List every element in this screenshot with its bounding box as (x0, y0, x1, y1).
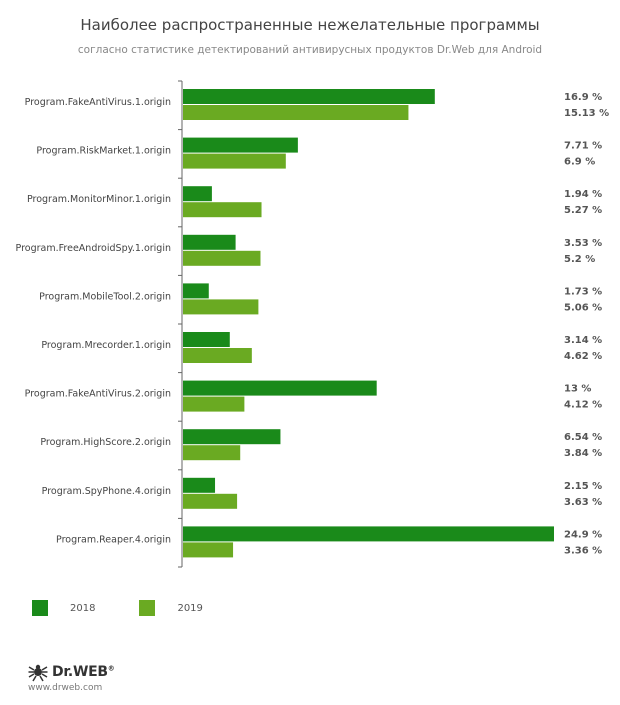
bar-2018 (183, 234, 236, 250)
value-label-2019: 5.27 % (564, 205, 602, 216)
chart-title: Наиболее распространенные нежелательные … (80, 16, 540, 34)
value-label-2019: 6.9 % (564, 157, 595, 168)
bar-2019 (183, 493, 238, 509)
bar-2019 (183, 299, 259, 315)
bar-2018 (183, 186, 212, 202)
bar-2019 (183, 202, 262, 218)
bar-2018 (183, 526, 554, 542)
value-label-2019: 3.63 % (564, 497, 602, 508)
category-label: Program.SpyPhone.4.origin (42, 486, 171, 497)
value-label-2019: 4.12 % (564, 400, 602, 411)
category-label: Program.FreeAndroidSpy.1.origin (16, 243, 171, 254)
bar-2018 (183, 477, 216, 493)
value-label-2019: 15.13 % (564, 108, 609, 119)
bar-2019 (183, 105, 409, 120)
value-label-2018: 24.9 % (564, 529, 602, 540)
value-label-2018: 6.54 % (564, 432, 602, 443)
value-label-2018: 13 % (564, 384, 591, 395)
value-label-2019: 5.2 % (564, 254, 595, 265)
value-label-2018: 3.14 % (564, 335, 602, 346)
category-label: Program.FakeAntiVirus.2.origin (25, 389, 171, 400)
bar-2019 (183, 348, 252, 363)
value-label-2018: 7.71 % (564, 141, 602, 152)
bar-2018 (183, 380, 377, 396)
bar-2019 (183, 250, 261, 266)
category-label: Program.RiskMarket.1.origin (36, 146, 171, 157)
category-label: Program.Reaper.4.origin (56, 534, 171, 545)
logo-url: www.drweb.com (28, 683, 103, 693)
bar-2019 (183, 153, 286, 169)
legend-swatch-2019 (139, 600, 156, 616)
bar-2018 (183, 429, 281, 445)
bar-2019 (183, 396, 245, 412)
bar-2018 (183, 332, 230, 347)
category-label: Program.MonitorMinor.1.origin (27, 194, 171, 205)
spider-logo-icon (28, 664, 48, 682)
legend-label-2018: 2018 (70, 602, 96, 614)
category-label: Program.Mrecorder.1.origin (41, 340, 171, 351)
bar-2018 (183, 283, 209, 299)
bar-2019 (183, 445, 241, 461)
value-label-2019: 3.84 % (564, 448, 602, 459)
value-label-2018: 16.9 % (564, 92, 602, 103)
bar-2018 (183, 137, 298, 153)
bar-2019 (183, 542, 234, 558)
drweb-logo: Dr.WEB® (28, 662, 115, 682)
category-label: Program.HighScore.2.origin (40, 437, 171, 448)
value-label-2018: 1.73 % (564, 286, 602, 297)
value-label-2018: 2.15 % (564, 481, 602, 492)
legend-label-2019: 2019 (177, 602, 203, 614)
category-label: Program.MobileTool.2.origin (39, 291, 171, 302)
category-label: Program.FakeAntiVirus.1.origin (25, 97, 171, 108)
value-label-2019: 5.06 % (564, 302, 602, 313)
value-label-2018: 1.94 % (564, 189, 602, 200)
legend-swatch-2018 (32, 600, 48, 616)
bar-chart: Program.FakeAntiVirus.1.origin 16.9 % 15.1… (16, 80, 609, 568)
value-label-2018: 3.53 % (564, 238, 602, 249)
chart-subtitle: согласно статистике детектирований антив… (77, 44, 543, 56)
value-label-2019: 4.62 % (564, 351, 602, 362)
logo-text: Dr.WEB® (52, 664, 115, 680)
legend-item-2018: 2018 (32, 600, 95, 616)
bar-2018 (183, 89, 435, 104)
legend-item-2019: 2019 (139, 600, 203, 616)
legend: 2018 2019 (32, 600, 247, 616)
value-label-2019: 3.36 % (564, 545, 602, 556)
